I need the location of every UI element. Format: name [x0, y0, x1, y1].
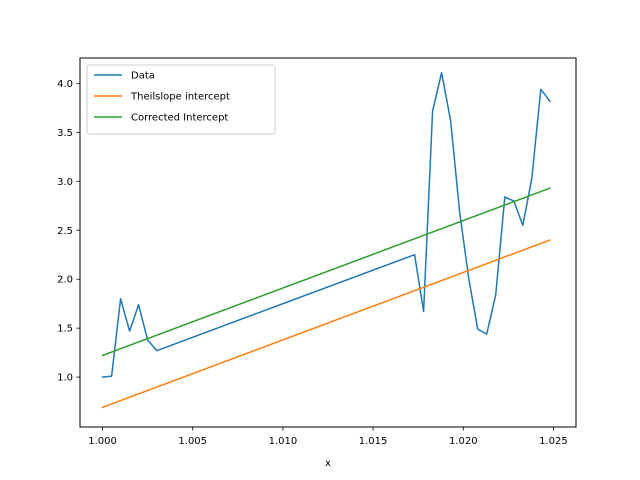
y-tick-label: 1.0 [57, 373, 73, 384]
x-tick-label: 1.010 [269, 436, 298, 447]
series-line-theilslope-intercept [101, 239, 551, 409]
x-tick-label: 1.000 [88, 436, 117, 447]
series-line-corrected-intercept [101, 187, 551, 357]
y-tick-label: 1.5 [57, 324, 73, 335]
y-tick-label: 2.0 [57, 275, 73, 286]
x-tick-label: 1.025 [539, 436, 568, 447]
y-tick-label: 3.0 [57, 177, 73, 188]
y-tick-label: 4.0 [57, 79, 73, 90]
series-line-data [101, 71, 551, 378]
legend-label: Corrected Intercept [131, 113, 228, 124]
x-axis: 1.000 1.005 1.010 1.015 1.020 1.025 [88, 427, 568, 447]
plot-area-frame [79, 57, 577, 428]
plot-lines [101, 71, 551, 409]
legend-label: Data [131, 71, 155, 82]
legend-label: Theilslope intercept [130, 92, 230, 103]
y-tick-label: 2.5 [57, 226, 73, 237]
y-tick-label: 3.5 [57, 128, 73, 139]
x-axis-label: x [325, 458, 331, 469]
x-tick-label: 1.005 [178, 436, 207, 447]
x-tick-label: 1.015 [359, 436, 388, 447]
x-tick-label: 1.020 [449, 436, 478, 447]
y-axis: 1.0 1.5 2.0 2.5 3.0 3.5 4.0 [57, 79, 80, 384]
legend-box [86, 64, 276, 135]
legend: Data Theilslope intercept Corrected Interc… [86, 64, 276, 135]
